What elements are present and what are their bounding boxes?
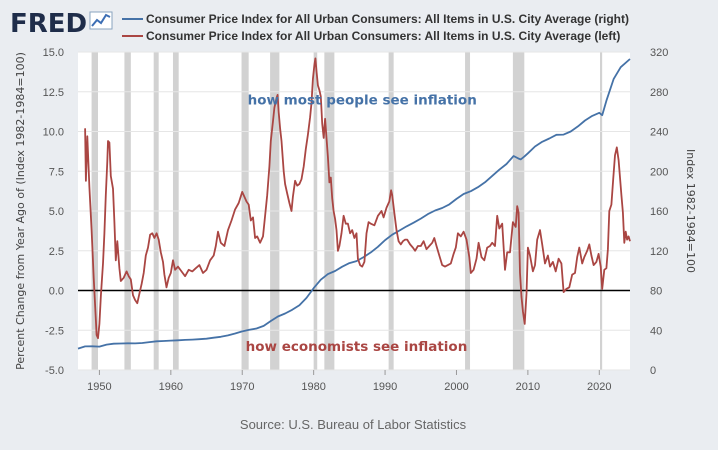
y-left-tick-label: -5.0 [45,365,64,377]
x-tick-label: 1950 [87,381,111,393]
legend-label-cpi-index: Consumer Price Index for All Urban Consu… [146,12,629,26]
y-left-axis-title: Percent Change from Year Ago of (Index 1… [14,52,27,370]
x-tick-label: 2010 [516,381,540,393]
series-line-cpi-index [77,58,631,350]
annotation-people-view: how most people see inflation [248,93,477,109]
x-tick-label: 1970 [230,381,254,393]
y-right-tick-label: 320 [650,47,668,59]
y-right-tick-label: 120 [650,246,668,258]
fred-logo[interactable]: FRED [10,9,113,39]
x-tick-label: 2020 [587,381,611,393]
axis-ticks: 15.0 12.5 10.0 7.5 5.0 2.5 0.0 -2.5 -5.0 320 280 24… [43,47,669,393]
y-left-tick-label: 0.0 [49,286,64,298]
source-note: Source: U.S. Bureau of Labor Statistics [240,417,467,432]
y-right-tick-label: 160 [650,206,668,218]
y-left-tick-label: 7.5 [49,166,64,178]
y-right-axis-title: Index 1982-1984=100 [684,149,697,273]
gridlines [78,51,630,371]
y-left-tick-label: 5.0 [49,206,64,218]
y-right-tick-label: 240 [650,127,668,139]
annotation-economists-view: how economists see inflation [246,339,468,355]
x-tick-label: 2000 [444,381,468,393]
y-left-tick-label: 15.0 [43,47,64,59]
x-tick-label: 1990 [373,381,397,393]
y-left-tick-label: 10.0 [43,127,64,139]
series-line-cpi-yoy [84,57,631,340]
y-left-tick-label: -2.5 [45,325,64,337]
series [77,57,631,350]
x-tick-label: 1980 [301,381,325,393]
y-right-tick-label: 80 [650,286,662,298]
y-left-tick-label: 12.5 [43,87,64,99]
legend-label-cpi-yoy: Consumer Price Index for All Urban Consu… [146,29,620,43]
fred-logo-text: FRED [10,9,87,39]
y-right-tick-label: 200 [650,166,668,178]
y-right-tick-label: 0 [650,365,656,377]
y-right-tick-label: 40 [650,325,662,337]
x-tick-label: 1960 [159,381,183,393]
trend-icon [89,11,113,30]
legend: Consumer Price Index for All Urban Consu… [122,12,629,43]
y-left-tick-label: 2.5 [49,246,64,258]
y-right-tick-label: 280 [650,87,668,99]
